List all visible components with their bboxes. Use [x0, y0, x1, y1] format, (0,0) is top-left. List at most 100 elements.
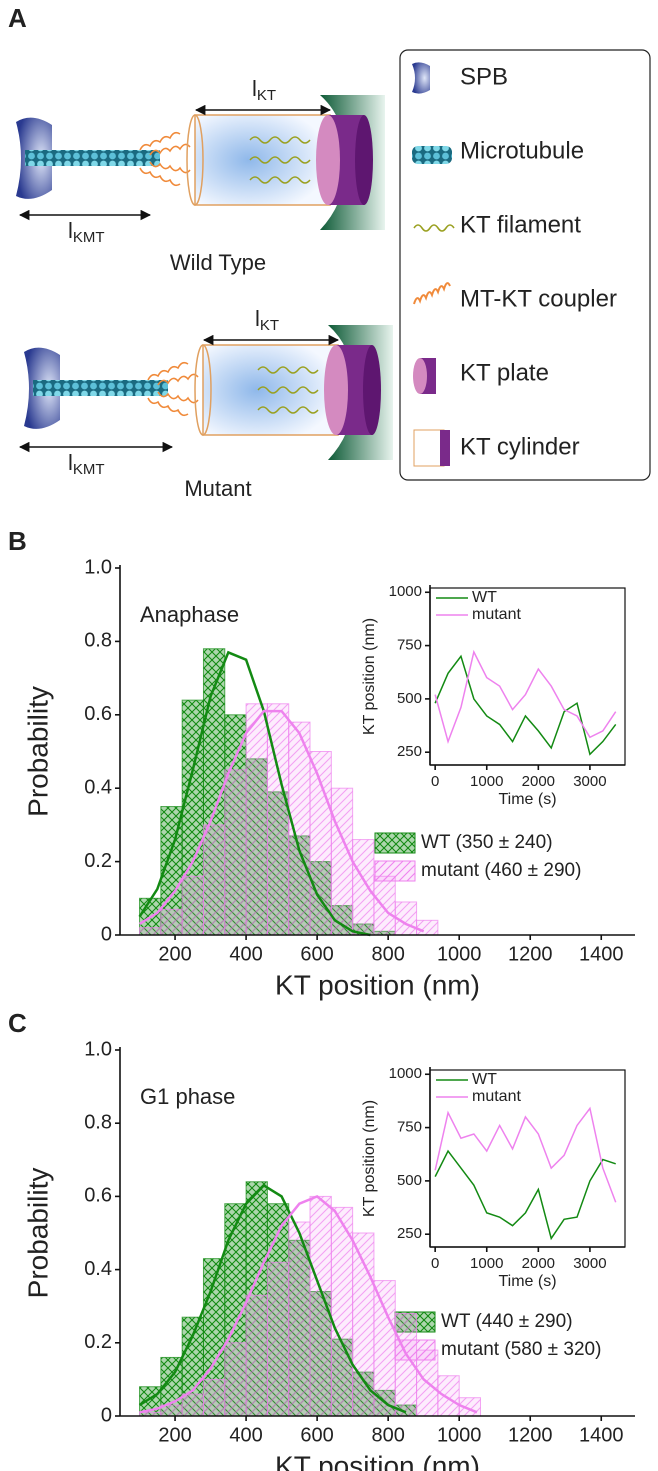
y-tick-label: 0.2 — [84, 850, 112, 872]
x-tick-label: 200 — [158, 943, 191, 965]
fit-curve — [138, 650, 371, 937]
x-tick-label: 3000 — [573, 1255, 606, 1272]
bar — [309, 1195, 332, 1417]
x-tick-label: 1200 — [508, 943, 553, 965]
x-axis-label: KT position (nm) — [275, 969, 480, 1000]
y-tick-label: 0.4 — [84, 776, 112, 798]
y-tick-label: 0.6 — [84, 1185, 112, 1207]
y-tick-label: 0.8 — [84, 1111, 112, 1133]
bar — [416, 919, 439, 936]
bar — [160, 908, 183, 936]
bar — [330, 1206, 354, 1417]
fit-curve — [138, 1183, 407, 1414]
bar — [202, 1378, 226, 1417]
x-tick-label: 1000 — [470, 1255, 503, 1272]
y-tick-label: 250 — [397, 1225, 422, 1242]
bar — [309, 751, 332, 936]
legend-label: KT plate — [460, 359, 549, 386]
icon — [413, 429, 445, 467]
legend-box — [399, 49, 651, 481]
x-tick-label: 1000 — [437, 1424, 482, 1446]
y-tick-label: 1000 — [389, 583, 422, 600]
bar — [330, 787, 354, 936]
legend-label: mutant (460 ± 290) — [421, 860, 581, 881]
legend-swatch — [394, 1339, 436, 1361]
panel-label: A — [8, 3, 27, 33]
legend-label: WT — [472, 589, 497, 606]
length-label: lKMT — [68, 450, 105, 478]
x-tick-label: 0 — [431, 1255, 439, 1272]
icon — [412, 146, 452, 164]
bar — [202, 824, 226, 936]
y-axis-label: KT position (nm) — [361, 1100, 378, 1217]
length-label: lKT — [252, 76, 276, 104]
bar — [181, 875, 204, 936]
legend-label: mutant (580 ± 320) — [441, 1339, 601, 1360]
bar — [224, 769, 247, 936]
bar — [245, 1294, 268, 1417]
x-tick-label: 800 — [371, 1424, 404, 1446]
y-tick-label: 0.8 — [84, 630, 112, 652]
inset-frame — [429, 1069, 626, 1248]
x-tick-label: 600 — [300, 943, 333, 965]
icon — [413, 358, 427, 394]
bar — [373, 875, 396, 936]
bar — [224, 1342, 247, 1417]
bar — [181, 1393, 204, 1417]
legend-label: SPB — [460, 63, 508, 90]
x-tick-label: 400 — [229, 943, 262, 965]
bar — [288, 721, 311, 936]
y-tick-label: 500 — [397, 1172, 422, 1189]
y-tick-label: 0 — [101, 923, 112, 945]
icon — [413, 224, 455, 232]
legend-swatch — [374, 860, 416, 882]
y-tick-label: 0.6 — [84, 703, 112, 725]
y-tick-label: 750 — [397, 1119, 422, 1136]
y-axis-label: Probability — [22, 1168, 53, 1299]
fit-curve — [138, 709, 425, 933]
y-tick-label: 250 — [397, 743, 422, 760]
panel-label: B — [8, 526, 27, 556]
x-tick-label: 2000 — [522, 1255, 555, 1272]
legend-label: mutant — [472, 606, 521, 623]
legend-label: KT filament — [460, 211, 581, 238]
icon — [413, 282, 451, 305]
panel-a: A lKT lKMT lKT lKMT Wild Type Mutant SPB… — [8, 3, 651, 501]
x-axis-label: KT position (nm) — [275, 1450, 480, 1471]
y-tick-label: 0 — [101, 1404, 112, 1426]
y-tick-label: 1.0 — [84, 556, 112, 578]
icon — [440, 430, 450, 466]
annotation: Anaphase — [140, 602, 239, 627]
legend: SPB Microtubule KT filament MT-KT coupler KT… — [460, 63, 617, 460]
bar — [266, 1261, 290, 1417]
legend-label: WT (440 ± 290) — [441, 1311, 573, 1332]
x-tick-label: 1400 — [579, 1424, 624, 1446]
y-tick-label: 500 — [397, 690, 422, 707]
legend-label: MT-KT coupler — [460, 285, 617, 312]
bar — [352, 839, 375, 936]
icon — [412, 62, 430, 94]
fit-curve — [139, 1194, 478, 1414]
bar — [139, 927, 162, 936]
legend-label: KT cylinder — [460, 433, 580, 460]
x-axis-label: Time (s) — [498, 1273, 556, 1290]
x-tick-label: 1200 — [508, 1424, 553, 1446]
line — [434, 649, 617, 744]
legend-label: mutant — [472, 1088, 521, 1105]
x-tick-label: 800 — [371, 943, 404, 965]
y-axis-label: KT position (nm) — [361, 618, 378, 735]
x-tick-label: 600 — [300, 1424, 333, 1446]
y-tick-label: 0.4 — [84, 1258, 112, 1280]
y-axis-label: Probability — [22, 686, 53, 817]
line — [434, 1149, 616, 1241]
length-label: lKMT — [68, 218, 105, 246]
wild-type-diagram — [15, 94, 386, 231]
length-label: lKT — [255, 306, 279, 334]
legend-label: Microtubule — [460, 137, 584, 164]
x-tick-label: 1400 — [579, 943, 624, 965]
legend-label: WT (350 ± 240) — [421, 832, 553, 853]
annotation: G1 phase — [140, 1084, 235, 1109]
x-axis-label: Time (s) — [498, 791, 556, 808]
y-tick-label: 750 — [397, 637, 422, 654]
